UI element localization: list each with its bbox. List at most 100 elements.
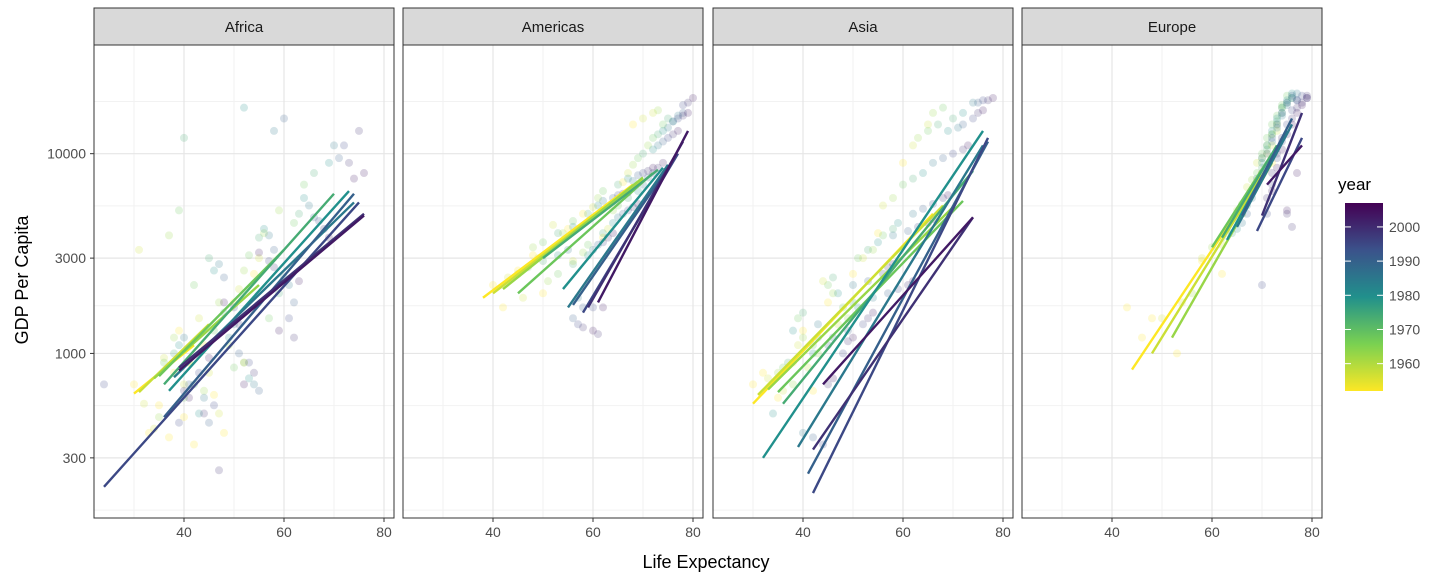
- y-tick-label: 3000: [55, 250, 86, 266]
- data-point: [1263, 133, 1271, 142]
- data-point: [874, 238, 882, 247]
- legend-tick-label: 1980: [1389, 287, 1420, 303]
- x-axis: 40 60 80 40 60 80 40 60 80 40 60 80: [176, 518, 1320, 540]
- data-point: [954, 123, 962, 132]
- y-tick-label: 1000: [55, 345, 86, 361]
- data-point: [824, 281, 832, 290]
- data-point: [544, 277, 552, 286]
- data-point: [1258, 149, 1266, 158]
- data-point: [215, 409, 223, 418]
- facet-strip-label: Asia: [848, 19, 878, 36]
- data-point: [1263, 141, 1271, 150]
- data-point: [519, 293, 527, 302]
- data-point: [594, 201, 602, 210]
- data-point: [909, 141, 917, 150]
- data-point: [1138, 333, 1146, 342]
- data-point: [1293, 169, 1301, 178]
- data-point: [190, 440, 198, 449]
- data-point: [679, 108, 687, 117]
- data-point: [859, 320, 867, 329]
- trend-line-1952: [482, 183, 634, 299]
- facet-strip: [93, 7, 395, 46]
- facet-panel-europe: Europe: [1021, 7, 1323, 519]
- data-point: [829, 273, 837, 282]
- data-point: [659, 158, 667, 167]
- data-point: [749, 380, 757, 389]
- data-point: [100, 380, 108, 389]
- data-point: [639, 169, 647, 178]
- data-point: [1293, 103, 1301, 112]
- data-point: [554, 229, 562, 238]
- x-tick-label: 80: [376, 524, 392, 540]
- data-point: [924, 120, 932, 129]
- data-point: [659, 120, 667, 129]
- data-point: [275, 206, 283, 215]
- trend-line-2002: [596, 130, 690, 303]
- data-point: [634, 171, 642, 180]
- data-point: [969, 98, 977, 107]
- trend-line-1982: [567, 164, 669, 309]
- data-point: [844, 337, 852, 346]
- data-point: [1298, 101, 1306, 110]
- trend-line-1967: [158, 249, 285, 377]
- panel-border: [93, 44, 395, 519]
- data-point: [1298, 98, 1306, 107]
- data-point: [669, 117, 677, 126]
- data-point: [240, 358, 248, 367]
- data-point: [1268, 120, 1276, 129]
- data-point: [155, 401, 163, 410]
- trend-line-1972: [542, 168, 659, 260]
- data-point: [939, 154, 947, 163]
- data-point: [295, 277, 303, 286]
- data-point: [205, 418, 213, 427]
- data-point: [280, 114, 288, 123]
- data-point: [1283, 206, 1291, 215]
- data-point: [659, 126, 667, 135]
- data-point: [1258, 154, 1266, 163]
- panel-border: [1021, 44, 1323, 519]
- data-point: [659, 137, 667, 146]
- trend-line-1962: [502, 176, 644, 291]
- data-point: [160, 353, 168, 362]
- data-point: [1278, 103, 1286, 112]
- data-point: [1278, 101, 1286, 110]
- data-point: [759, 368, 767, 377]
- data-point: [654, 106, 662, 115]
- data-point: [864, 245, 872, 254]
- facet-strip-label: Africa: [225, 19, 264, 36]
- data-point: [300, 193, 308, 202]
- data-point: [579, 323, 587, 332]
- data-point: [260, 229, 268, 238]
- data-point: [1278, 108, 1286, 117]
- data-point: [220, 428, 228, 437]
- data-point: [684, 108, 692, 117]
- data-point: [335, 154, 343, 163]
- data-point: [894, 218, 902, 227]
- data-point: [629, 120, 637, 129]
- data-point: [939, 193, 947, 202]
- y-tick-label: 10000: [47, 146, 86, 162]
- data-point: [664, 123, 672, 132]
- data-point: [569, 260, 577, 269]
- legend-ticks: 1960 1970 1980 1990 2000: [1345, 219, 1420, 372]
- data-point: [539, 238, 547, 247]
- data-point: [794, 314, 802, 323]
- data-point: [599, 229, 607, 238]
- x-tick-label: 40: [485, 524, 501, 540]
- data-point: [634, 154, 642, 163]
- data-point: [200, 386, 208, 395]
- trend-line-1992: [103, 201, 360, 488]
- data-point: [1293, 108, 1301, 117]
- data-point: [554, 269, 562, 278]
- data-point: [819, 277, 827, 286]
- trend-line-1977: [168, 190, 350, 392]
- data-point: [929, 108, 937, 117]
- data-point: [1258, 281, 1266, 290]
- data-point: [769, 409, 777, 418]
- data-point: [180, 413, 188, 422]
- trend-line-1972: [163, 192, 335, 386]
- x-tick-label: 60: [895, 524, 911, 540]
- data-point: [330, 141, 338, 150]
- trend-line-1957: [1150, 167, 1269, 355]
